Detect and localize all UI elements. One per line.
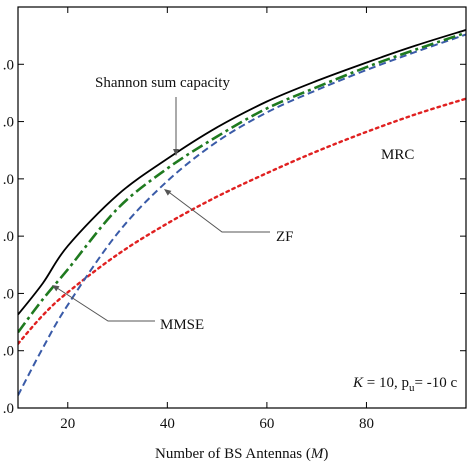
annotation-mmse: MMSE (160, 317, 204, 333)
x-tick-label: 20 (60, 416, 75, 432)
x-tick-label: 40 (160, 416, 175, 432)
x-axis-title: Number of BS Antennas (M) (155, 446, 328, 462)
y-tick-label: .0 (3, 57, 14, 73)
param-rest: = -10 c (414, 375, 457, 391)
mmse-arrow (52, 285, 155, 322)
x-axis: 20 40 60 80 (60, 7, 374, 432)
shannon-arrow (173, 97, 179, 156)
y-tick-label: .0 (3, 286, 14, 302)
y-tick-label: .0 (3, 229, 14, 245)
curves (18, 29, 466, 396)
y-tick-label: .0 (3, 172, 14, 188)
x-tick-label: 80 (359, 416, 374, 432)
plot-frame (17, 6, 467, 409)
y-axis: .0 .0 .0 .0 .0 .0 .0 (3, 57, 466, 417)
series-line-zf (18, 33, 466, 396)
param-k-text: = 10, p (363, 375, 409, 391)
series-line-shannon-sum-capacity (18, 29, 466, 316)
annotation-shannon: Shannon sum capacity (95, 75, 230, 91)
param-label: K = 10, pu= -10 c (352, 375, 457, 394)
y-tick-label: .0 (3, 401, 14, 417)
series-line-mmse (18, 31, 466, 334)
y-tick-label: .0 (3, 344, 14, 360)
x-axis-title-var: M (310, 446, 325, 462)
param-sub: u (409, 382, 415, 394)
x-axis-title-suffix: ) (323, 446, 328, 462)
annotation-arrows (52, 97, 270, 322)
annotation-mrc: MRC (381, 147, 414, 163)
x-axis-title-prefix: Number of BS Antennas ( (155, 446, 311, 462)
x-tick-label: 60 (259, 416, 274, 432)
annotation-zf: ZF (276, 229, 294, 245)
zf-arrow (164, 189, 270, 233)
param-k: K (352, 375, 364, 391)
y-tick-label: .0 (3, 115, 14, 131)
series-line-mrc (18, 97, 466, 345)
